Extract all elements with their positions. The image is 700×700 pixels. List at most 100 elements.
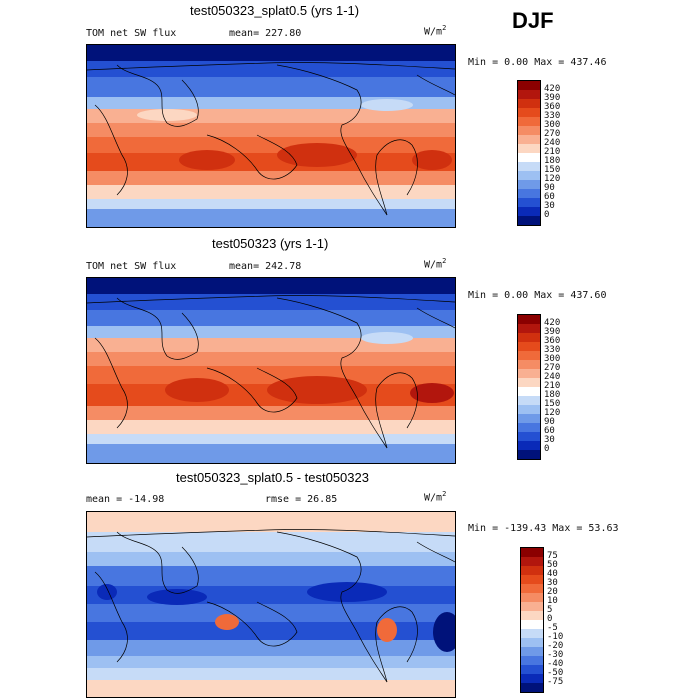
colorbar-swatch [518,378,540,387]
colorbar-tick-label: 420 [544,318,561,328]
colorbar-tick-label: 360 [544,336,561,346]
colorbar-tick-label: 180 [544,390,561,400]
colorbar-tick-label: 0 [544,210,550,220]
colorbar-tick-label: 90 [544,183,555,193]
colorbar-swatch [518,171,540,180]
colorbar-swatch [518,315,540,324]
panel-2-map-image [87,278,455,463]
colorbar-swatch [518,414,540,423]
colorbar-tick-label: 210 [544,381,561,391]
panel-3-mean: mean = -14.98 [86,494,165,505]
colorbar-swatch [518,162,540,171]
colorbar-swatch [518,333,540,342]
colorbar-tick-label: -20 [547,641,564,651]
colorbar-swatch [518,405,540,414]
colorbar-tick-label: 330 [544,111,561,121]
panel-3-map [86,511,456,698]
colorbar-tick-label: -10 [547,632,564,642]
panel-2-title: test050323 (yrs 1-1) [212,236,329,251]
colorbar-tick-label: 0 [544,444,550,454]
colorbar-swatch [518,342,540,351]
colorbar-tick-label: -5 [547,623,558,633]
colorbar-tick-label: 360 [544,102,561,112]
colorbar-swatch [518,216,540,225]
colorbar-swatch [518,396,540,405]
colorbar-tick-label: 75 [547,551,558,561]
colorbar-tick-label: 120 [544,174,561,184]
colorbar-swatch [518,189,540,198]
colorbar-tick-label: 390 [544,327,561,337]
colorbar-swatch [518,432,540,441]
colorbar-swatch [518,117,540,126]
season-label: DJF [512,8,554,33]
colorbar-tick-label: 10 [547,596,558,606]
panel-2-colorbar: 420 390 360 330 300 270 240 210 180 150 120 90 60 30 0 [517,314,560,460]
panel-3-minmax: Min = -139.43 Max = 53.63 [468,523,619,534]
colorbar-tick-label: 330 [544,345,561,355]
colorbar-tick-label: 5 [547,605,553,615]
colorbar-tick-label: 120 [544,408,561,418]
colorbar-swatch [521,557,543,566]
colorbar-swatch [518,135,540,144]
panel-3-colorbar: 75 50 40 30 20 10 5 0 -5 -10 -20 -30 -40 -50 -75 [520,547,563,693]
panel-1-map-image [87,45,455,227]
colorbar-tick-label: 30 [544,435,555,445]
colorbar-swatch [521,674,543,683]
colorbar-swatch [518,81,540,90]
colorbar-swatch [518,153,540,162]
colorbar-swatch [518,351,540,360]
colorbar-swatch [521,683,543,692]
panel-3-units: W/m2 [424,490,447,504]
colorbar-swatch [521,575,543,584]
colorbar-swatch [521,620,543,629]
colorbar-tick-label: 20 [547,587,558,597]
colorbar-tick-label: 30 [544,201,555,211]
colorbar-swatch [518,198,540,207]
colorbar-tick-label: 180 [544,156,561,166]
colorbar-swatch [518,441,540,450]
colorbar-swatch [518,126,540,135]
panel-1-minmax: Min = 0.00 Max = 437.46 [468,57,607,68]
colorbar-tick-label: 30 [547,578,558,588]
colorbar-tick-label: 150 [544,165,561,175]
colorbar-swatch [521,548,543,557]
panel-3-rmse: rmse = 26.85 [265,494,338,505]
panel-1-mean: mean= 227.80 [229,28,302,39]
panel-1-variable-label: TOM net SW flux [86,28,177,39]
colorbar-tick-label: 420 [544,84,561,94]
colorbar-tick-label: -30 [547,650,564,660]
colorbar-swatch [518,387,540,396]
panel-2-minmax: Min = 0.00 Max = 437.60 [468,290,607,301]
colorbar-tick-label: 270 [544,363,561,373]
colorbar-tick-label: 300 [544,354,561,364]
colorbar-tick-label: 90 [544,417,555,427]
colorbar-swatch [518,180,540,189]
colorbar-swatch [521,647,543,656]
colorbar-tick-label: 40 [547,569,558,579]
colorbar-tick-label: -40 [547,659,564,669]
colorbar-tick-label: 270 [544,129,561,139]
colorbar-swatch [518,90,540,99]
colorbar-swatch [518,324,540,333]
colorbar-tick-label: 210 [544,147,561,157]
colorbar-swatch [521,638,543,647]
colorbar-swatch [518,360,540,369]
colorbar-tick-label: 50 [547,560,558,570]
colorbar-tick-label: 300 [544,120,561,130]
panel-2-units: W/m2 [424,257,447,271]
panel-1-colorbar: 420 390 360 330 300 270 240 210 180 150 120 90 60 30 0 [517,80,560,226]
panel-1-title: test050323_splat0.5 (yrs 1-1) [190,3,360,18]
colorbar-swatch [518,144,540,153]
panel-3-title: test050323_splat0.5 - test050323 [176,470,369,485]
colorbar-tick-label: 60 [544,192,555,202]
panel-1-units: W/m2 [424,24,447,38]
colorbar-tick-label: 60 [544,426,555,436]
colorbar-swatch [521,584,543,593]
panel-2-map [86,277,456,464]
panel-2-mean: mean= 242.78 [229,261,302,272]
colorbar-swatch [518,207,540,216]
colorbar-swatch [518,99,540,108]
colorbar-swatch [518,108,540,117]
colorbar-swatch [518,369,540,378]
colorbar-swatch [521,629,543,638]
